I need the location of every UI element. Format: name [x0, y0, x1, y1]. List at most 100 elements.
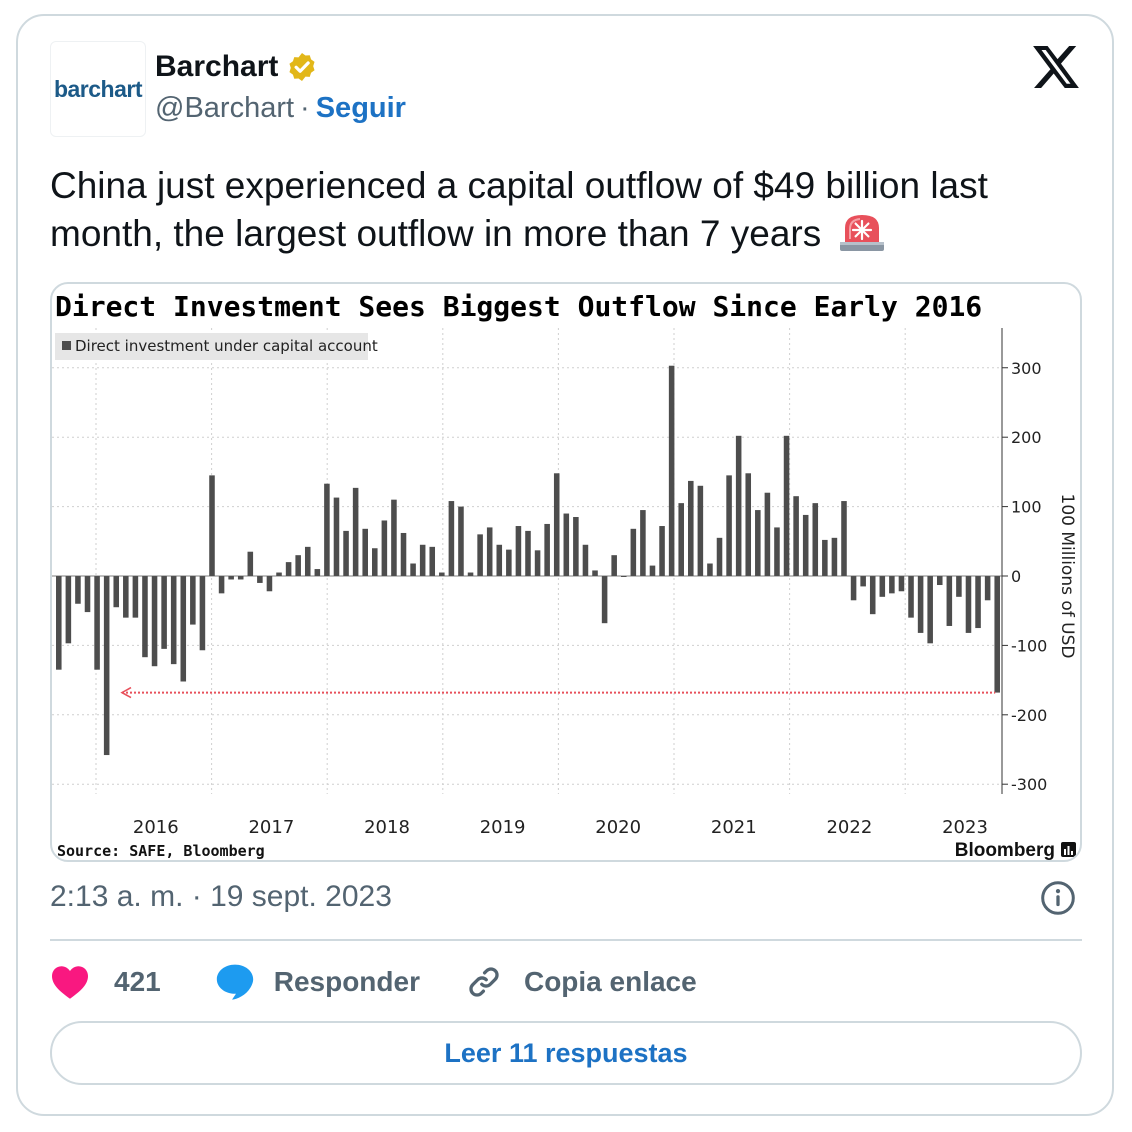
chart-bar [151, 576, 158, 667]
y-tick-label: 200 [1011, 428, 1042, 447]
x-tick-label: 2019 [480, 817, 526, 838]
info-icon[interactable] [1040, 880, 1076, 916]
x-tick-label: 2021 [711, 817, 757, 838]
x-tick-label: 2020 [595, 817, 641, 838]
chart-bar [611, 555, 617, 576]
tweet-date: 19 sept. 2023 [210, 880, 392, 913]
reply-button[interactable]: Responder [215, 963, 420, 1001]
chart-bar [783, 435, 790, 576]
read-replies-button[interactable]: Leer 11 respuestas [50, 1021, 1082, 1085]
tweet-text: China just experienced a capital outflow… [50, 165, 988, 254]
chart-bar [410, 563, 416, 576]
tweet-time: 2:13 a. m. [50, 880, 184, 913]
chart-bar [563, 513, 570, 576]
chart-bar [908, 576, 914, 618]
x-tick-label: 2018 [364, 817, 410, 838]
rotating-light-icon [839, 215, 884, 251]
chart-bar [917, 576, 924, 633]
chart-bar [812, 503, 819, 576]
chart-bar [161, 576, 167, 649]
y-tick-label: -300 [1011, 775, 1047, 794]
chart-bar [419, 544, 426, 576]
chart-bar [467, 572, 474, 576]
x-tick-label: 2023 [942, 817, 988, 838]
chart-bar [65, 576, 72, 644]
chart-title: Direct Investment Sees Biggest Outflow S… [55, 290, 982, 323]
chart-bar [640, 510, 646, 576]
chart-bar [333, 497, 340, 576]
author-display-name[interactable]: Barchart [155, 50, 279, 83]
chart-bar [343, 530, 349, 576]
chart-svg: Direct Investment Sees Biggest Outflow S… [52, 290, 1077, 861]
chart-bar [764, 492, 771, 576]
chart-bar [228, 576, 234, 580]
chart-bar [170, 576, 177, 665]
chart-bar [218, 576, 225, 594]
chart-bar [678, 503, 684, 576]
like-button[interactable]: 421 [50, 964, 161, 1000]
chart-bar [525, 530, 531, 576]
chart-bar [879, 576, 886, 597]
chart-bar [793, 496, 799, 576]
avatar[interactable]: barchart [50, 41, 146, 137]
tweet-timestamp[interactable]: 2:13 a. m. · 19 sept. 2023 [50, 880, 392, 914]
chart-bar [869, 576, 876, 615]
chart-bar [774, 527, 780, 576]
reference-arrow [120, 686, 132, 699]
y-tick-label: 0 [1011, 567, 1021, 586]
legend-swatch [62, 341, 71, 350]
chart-bar [486, 527, 493, 576]
legend-box [55, 333, 368, 360]
link-icon [469, 967, 499, 997]
chart-bar [362, 528, 368, 576]
chart-bar [620, 576, 627, 577]
chart-bar [573, 517, 579, 576]
chart-bar [984, 576, 991, 601]
chart-bar [372, 548, 378, 576]
chart-bar [965, 576, 972, 633]
chart-bar [103, 576, 110, 756]
chart-bar [458, 506, 464, 576]
read-replies-label: Leer 11 respuestas [444, 1037, 688, 1068]
chart-source: Source: SAFE, Bloomberg [57, 842, 265, 860]
divider [50, 939, 1082, 941]
chart-bar [352, 487, 359, 576]
y-axis-label: 100 Millions of USD [1057, 494, 1077, 659]
chart-bar [592, 570, 598, 576]
author-name-row: Barchart [155, 50, 318, 84]
chart-bar [659, 526, 665, 576]
chart-bar [448, 501, 455, 576]
chart-bar [84, 576, 91, 613]
x-logo-icon[interactable] [1033, 46, 1079, 88]
chart-bar [927, 576, 933, 644]
chart-bar [582, 544, 589, 576]
chart-bar [889, 576, 895, 594]
chart-bar [304, 546, 311, 576]
follow-button[interactable]: Seguir [315, 92, 406, 124]
chart-bar [142, 576, 148, 658]
chart-bar [544, 523, 550, 576]
chart-bar [994, 576, 1000, 693]
chart-bar [439, 572, 445, 576]
y-tick-label: 100 [1011, 498, 1042, 517]
chart-image[interactable]: Direct Investment Sees Biggest Outflow S… [50, 282, 1082, 862]
chart-bar [946, 576, 953, 626]
chart-bar [56, 576, 62, 670]
chart-bar [716, 537, 723, 576]
chart-bar [94, 576, 100, 670]
copy-link-button[interactable]: Copia enlace [466, 964, 697, 1000]
chart-bar [257, 576, 263, 583]
chart-bar [697, 485, 704, 576]
chart-bar [515, 526, 522, 576]
author-handle[interactable]: @Barchart [155, 92, 295, 124]
chart-bar [247, 551, 254, 576]
chart-bar [180, 576, 187, 682]
chart-bar [668, 365, 675, 576]
chart-bar [850, 576, 857, 601]
chart-bar [975, 576, 981, 629]
chart-bar [477, 534, 483, 576]
chart-brand: Bloomberg [955, 840, 1055, 861]
chart-bar [745, 473, 752, 576]
chart-bar [295, 555, 301, 576]
chart-bar [209, 475, 215, 576]
